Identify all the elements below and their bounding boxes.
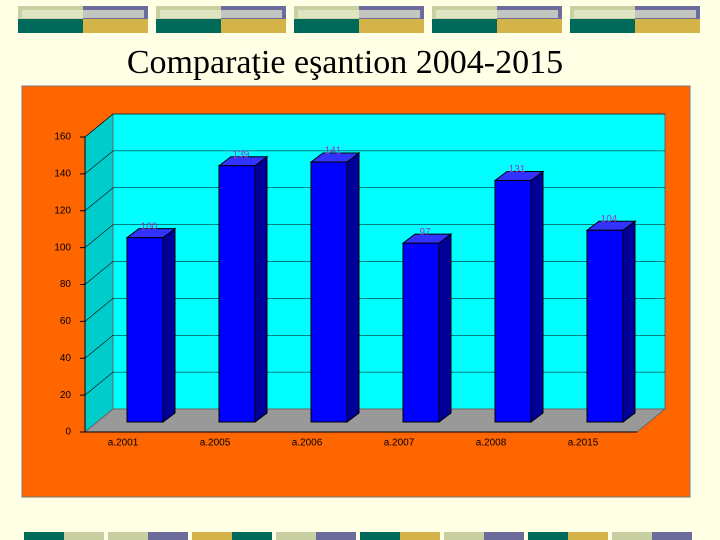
y-tick-label: 140 xyxy=(54,169,71,180)
data-label: 139 xyxy=(233,149,250,160)
x-tick-label: a.2001 xyxy=(108,438,139,449)
bar xyxy=(586,229,624,423)
data-label: 97 xyxy=(419,227,431,238)
grid-line xyxy=(84,334,665,359)
data-label: 141 xyxy=(325,146,342,157)
grid-line xyxy=(84,224,665,248)
y-tick-label: 120 xyxy=(54,205,71,216)
bar xyxy=(494,179,532,423)
grid-line xyxy=(84,187,665,211)
bottom-banner xyxy=(24,532,692,540)
slide-title: Comparaţie eşantion 2004-2015 xyxy=(126,44,564,81)
bar-side xyxy=(530,170,544,423)
data-label: 104 xyxy=(601,214,618,225)
x-tick-label: a.2015 xyxy=(568,438,599,449)
grid-line xyxy=(84,298,665,322)
y-tick-label: 60 xyxy=(60,316,72,327)
y-tick-label: 0 xyxy=(65,427,71,438)
grid-line xyxy=(84,113,665,138)
bar xyxy=(126,237,164,423)
y-tick-label: 160 xyxy=(54,132,71,143)
y-tick-label: 20 xyxy=(60,390,72,401)
bar-side xyxy=(622,220,636,423)
x-tick-label: a.2007 xyxy=(384,438,415,449)
x-tick-label: a.2008 xyxy=(476,438,507,449)
bar xyxy=(218,165,256,423)
bar-side xyxy=(162,227,176,423)
y-tick-label: 100 xyxy=(54,242,71,253)
bar xyxy=(402,242,440,423)
data-label: 100 xyxy=(141,221,158,232)
grid-line xyxy=(84,150,665,175)
x-tick-label: a.2006 xyxy=(292,438,323,449)
bar-side xyxy=(438,233,452,423)
bar-side xyxy=(254,155,268,423)
bar-side xyxy=(346,152,360,423)
top-banner xyxy=(18,6,700,33)
x-tick-label: a.2005 xyxy=(200,438,231,449)
grid-line xyxy=(84,261,665,285)
y-tick-label: 80 xyxy=(60,279,72,290)
bar xyxy=(310,161,348,423)
y-tick-label: 40 xyxy=(60,353,72,364)
grid-line xyxy=(84,371,665,396)
data-label: 131 xyxy=(509,164,526,175)
